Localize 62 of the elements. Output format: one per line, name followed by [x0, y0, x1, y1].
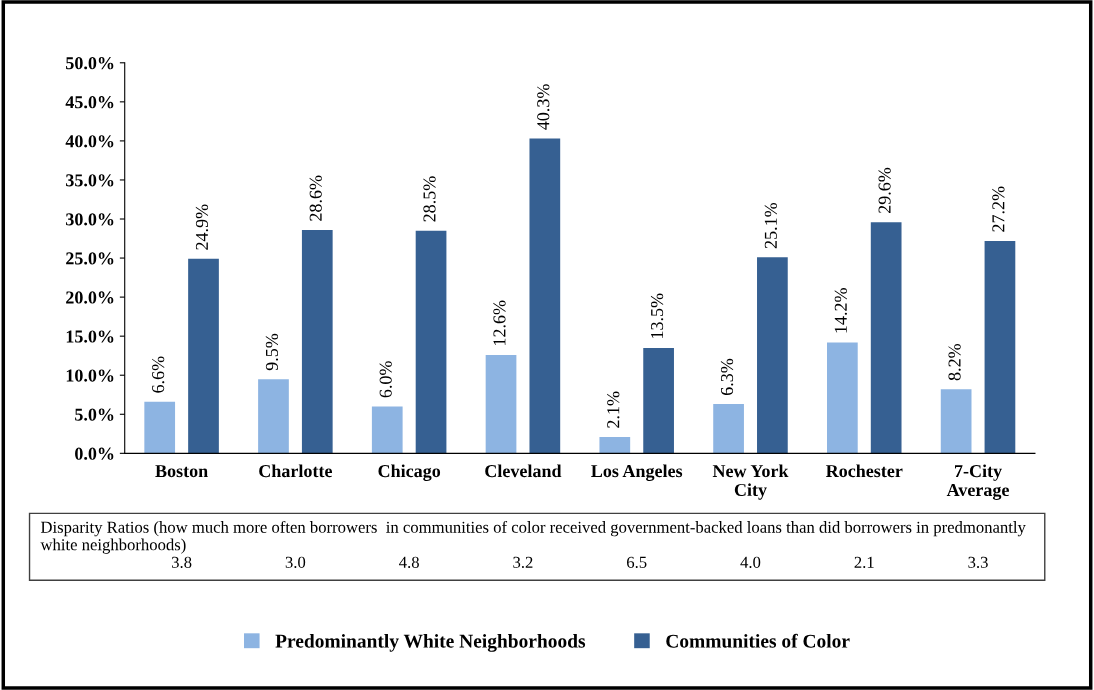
y-tick-label: 5.0% — [75, 408, 114, 421]
bar — [870, 222, 902, 454]
data-label: 24.9% — [195, 204, 209, 250]
bar — [188, 258, 219, 454]
bar — [485, 354, 517, 454]
y-tick-label: 25.0% — [66, 252, 114, 265]
data-label: 6.3% — [720, 358, 734, 396]
data-label: 9.5% — [265, 333, 279, 371]
y-tick-label: 35.0% — [66, 174, 114, 187]
text: 4.0 — [740, 556, 761, 569]
bar — [301, 229, 333, 454]
text: 3.2 — [513, 556, 533, 569]
y-tick-label: 30.0% — [66, 213, 114, 226]
data-label: 27.2% — [992, 186, 1005, 232]
x-tick-label: Los Angeles — [591, 464, 683, 481]
data-label: 14.2% — [834, 288, 847, 333]
y-tick-label: 0.0% — [75, 447, 114, 460]
bar — [415, 230, 447, 454]
bar — [827, 342, 858, 454]
text: 2.1 — [854, 556, 874, 569]
bar — [643, 347, 674, 454]
text: 3.8 — [171, 556, 192, 569]
x-tick-label: Rochester — [825, 464, 903, 478]
text: 3.3 — [968, 556, 988, 569]
data-label: 8.2% — [948, 343, 961, 381]
text: 6.5 — [627, 556, 647, 569]
data-label: 13.5% — [650, 293, 664, 338]
y-tick-label: 15.0% — [66, 330, 114, 343]
bar — [713, 404, 744, 454]
x-tick-label: Charlotte — [259, 464, 333, 478]
bar — [984, 240, 1016, 454]
y-tick-label: 10.0% — [66, 369, 114, 382]
y-tick-label: 40.0% — [65, 135, 114, 148]
y-tick-label: 20.0% — [66, 291, 114, 304]
data-label: 2.1% — [607, 391, 620, 428]
bar — [940, 389, 972, 454]
bar — [371, 406, 403, 454]
y-tick-label: 50.0% — [66, 57, 114, 70]
data-label: 40.3% — [537, 84, 550, 130]
data-label: 6.0% — [379, 361, 392, 398]
bar — [599, 436, 631, 454]
bar — [144, 401, 176, 454]
data-label: 25.1% — [764, 202, 777, 249]
data-label: 12.6% — [493, 300, 506, 345]
data-label: 28.6% — [309, 175, 322, 221]
x-tick-label: New York City — [712, 464, 789, 500]
bar — [757, 257, 788, 454]
legend-label: Communities of Color — [666, 633, 850, 648]
x-tick-label: 7-City Average — [946, 464, 1009, 500]
x-tick-label: Boston — [155, 465, 208, 478]
x-tick-label: Chicago — [378, 464, 441, 481]
data-label: 28.5% — [423, 176, 436, 222]
y-tick-label: 45.0% — [65, 96, 114, 109]
x-tick-label: Cleveland — [485, 464, 562, 478]
bar — [258, 379, 289, 454]
text: Disparity Ratios (how much more often borrowers in communities of color received government-backed loans than did borrowers in predmonantly white neighborhoods) — [40, 520, 1026, 554]
bar — [529, 138, 561, 454]
legend-label: Predominantly White Neighborhoods — [275, 634, 586, 652]
data-label: 6.6% — [152, 356, 165, 393]
text: 3.0 — [285, 556, 306, 569]
text: 4.8 — [399, 556, 419, 569]
data-label: 29.6% — [878, 167, 891, 213]
